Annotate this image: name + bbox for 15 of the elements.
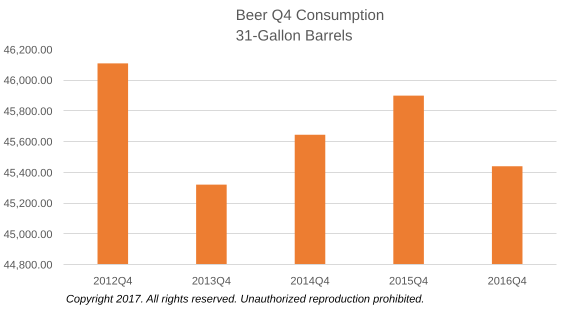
y-tick-label: 45,600.00 <box>4 136 52 149</box>
y-tick-label: 45,200.00 <box>4 198 52 210</box>
x-tick-label: 2015Q4 <box>389 276 428 288</box>
y-tick-label: 46,000.00 <box>4 75 52 88</box>
x-tick-label: 2014Q4 <box>290 276 330 288</box>
x-tick-label: 2016Q4 <box>488 276 527 288</box>
y-tick-label: 45,400.00 <box>4 167 52 180</box>
y-tick-label: 45,000.00 <box>4 228 52 241</box>
y-tick-label: 46,200.00 <box>4 44 52 56</box>
x-tick-label: 2013Q4 <box>192 276 231 288</box>
text: Copyright 2017. All rights reserved. Unauthorized reproduction prohibited. <box>66 294 424 306</box>
chart-title: Beer Q4 Consumption 31-Gallon Barrels <box>236 7 384 44</box>
y-tick-label: 44,800.00 <box>4 260 52 272</box>
x-tick-label: 2012Q4 <box>93 276 132 288</box>
y-tick-label: 45,800.00 <box>4 106 52 118</box>
